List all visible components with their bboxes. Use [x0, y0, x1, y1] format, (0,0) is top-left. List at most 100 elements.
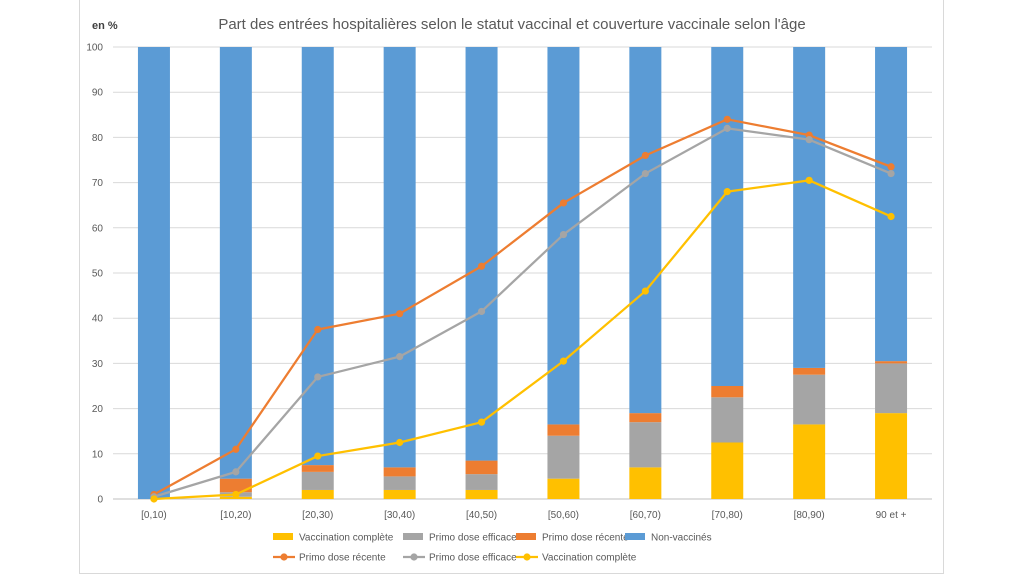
y-tick-label: 60: [92, 223, 104, 234]
legend-label: Vaccination complète: [542, 553, 637, 564]
line-point: [477, 418, 486, 426]
line-point: [477, 307, 486, 316]
x-tick-label: [30,40): [384, 510, 415, 521]
bar-segment: [301, 465, 334, 472]
bars: [137, 47, 908, 499]
bar-segment: [793, 424, 826, 499]
legend-label: Primo dose efficace: [429, 533, 517, 544]
line-point: [887, 212, 895, 221]
bar-segment: [629, 467, 662, 499]
x-tick-label: [0,10): [141, 510, 167, 521]
legend-label: Non-vaccinés: [651, 533, 712, 544]
line-point: [723, 188, 731, 196]
bar-segment: [301, 47, 334, 466]
legend-swatch: [516, 533, 536, 540]
bar-segment: [875, 363, 908, 414]
line-point: [723, 115, 731, 123]
x-tick-label: [20,30): [302, 510, 333, 521]
bar-segment: [547, 435, 580, 479]
legend-marker: [523, 553, 531, 561]
line-point: [232, 490, 240, 499]
line-point: [150, 495, 158, 503]
bar-segment: [629, 47, 662, 414]
line-point: [396, 310, 404, 318]
line-point: [559, 357, 568, 365]
y-tick-label: 50: [92, 269, 104, 280]
legend-label: Vaccination complète: [299, 533, 394, 544]
bar-segment: [793, 47, 826, 368]
bar-segment: [383, 47, 416, 468]
bar-segment: [301, 489, 334, 499]
bar-segment: [219, 47, 252, 479]
x-tick-label: [60,70): [630, 510, 661, 521]
x-tick-label: [80,90): [794, 510, 825, 521]
bar-segment: [629, 413, 662, 423]
y-tick-label: 10: [92, 449, 104, 460]
legend-label: Primo dose efficace: [429, 553, 517, 564]
legend-marker: [410, 553, 418, 561]
line-point: [641, 287, 649, 295]
x-tick-label: [10,20): [220, 510, 251, 521]
line-point: [805, 136, 813, 144]
line-point: [559, 230, 568, 239]
bar-segment: [465, 47, 498, 461]
bar-segment: [875, 413, 908, 499]
bar-segment: [793, 374, 826, 425]
bar-segment: [465, 489, 498, 499]
y-tick-label: 0: [97, 495, 103, 506]
lines: [150, 115, 895, 503]
bar-segment: [711, 397, 744, 443]
x-tick-label: [40,50): [466, 510, 497, 521]
series-line: [153, 118, 892, 496]
line-point: [396, 353, 404, 361]
line-point: [723, 124, 731, 132]
x-tick-label: 90 et +: [876, 510, 907, 521]
bar-segment: [137, 47, 170, 499]
bar-segment: [793, 367, 826, 375]
line-point: [805, 176, 813, 184]
bar-segment: [547, 478, 580, 499]
y-tick-label: 90: [92, 88, 104, 99]
x-tick-label: [50,60): [548, 510, 579, 521]
bar-segment: [711, 47, 744, 386]
y-tick-label: 100: [86, 43, 103, 54]
series-line: [153, 127, 892, 498]
legend-marker: [280, 553, 288, 561]
line-point: [887, 163, 895, 171]
bar-segment: [301, 471, 334, 490]
y-tick-label: 20: [92, 404, 104, 415]
bar-segment: [711, 442, 744, 499]
line-point: [477, 262, 486, 270]
bar-segment: [547, 424, 580, 436]
legend-swatch: [403, 533, 423, 540]
line-point: [314, 373, 322, 381]
legend: Vaccination complète Primo dose efficace P…: [273, 533, 712, 564]
y-tick-label: 70: [92, 178, 104, 189]
legend-swatch: [625, 533, 645, 540]
bar-segment: [383, 467, 416, 477]
y-tick-label: 30: [92, 359, 104, 370]
legend-swatch: [273, 533, 293, 540]
line-point: [887, 169, 895, 178]
line-point: [232, 445, 240, 453]
x-axis-ticks: [0,10) [10,20) [20,30) [30,40) [40,50) [50,60…: [141, 510, 906, 521]
legend-label: Primo dose récente: [299, 553, 386, 564]
line-point: [396, 438, 404, 447]
bar-segment: [465, 474, 498, 490]
y-axis-unit-label: en %: [92, 20, 118, 32]
bar-segment: [383, 489, 416, 499]
bar-segment: [875, 47, 908, 362]
line-point: [232, 468, 240, 476]
y-tick-label: 80: [92, 133, 104, 144]
bar-segment: [629, 422, 662, 468]
bar-segment: [465, 460, 498, 475]
series-line: [153, 179, 892, 501]
x-tick-label: [70,80): [712, 510, 743, 521]
bar-segment: [711, 386, 744, 398]
line-point: [314, 325, 322, 334]
line-point: [641, 169, 649, 178]
line-point: [314, 452, 322, 460]
legend-label: Primo dose récente: [542, 533, 629, 544]
line-point: [641, 151, 649, 160]
